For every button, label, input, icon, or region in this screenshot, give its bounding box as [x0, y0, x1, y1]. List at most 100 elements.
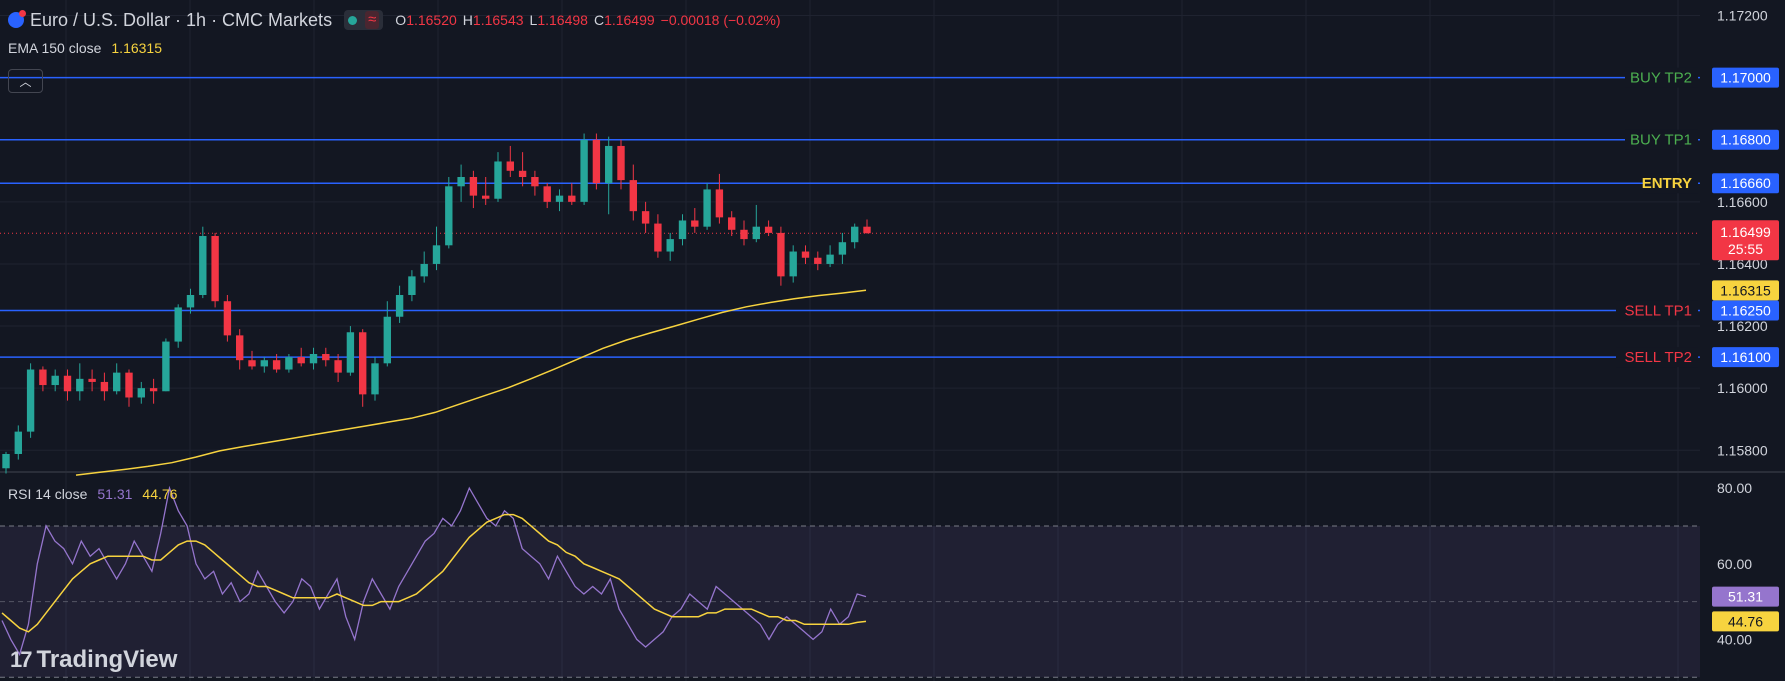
candle-body	[371, 363, 379, 395]
candle-body	[359, 332, 367, 395]
candle-body	[789, 251, 797, 277]
candle-body	[297, 357, 305, 364]
candle-body	[801, 251, 810, 258]
market-open-icon	[348, 15, 358, 25]
countdown-text: 25:55	[1728, 241, 1763, 257]
candle-body	[322, 354, 330, 361]
candle-body	[555, 195, 564, 202]
candle-body	[125, 372, 133, 398]
collapse-legend-button[interactable]: ︿	[8, 69, 43, 93]
ema-price-tag	[1712, 280, 1779, 301]
market-status-pill[interactable]: ≈	[344, 10, 384, 30]
rsi-tick-label: 60.00	[1717, 556, 1752, 572]
candle-body	[482, 195, 490, 199]
candle-body	[113, 372, 121, 392]
candle-body	[580, 139, 588, 202]
candle-body	[395, 295, 404, 317]
candle-body	[457, 177, 465, 187]
candle-body	[285, 357, 293, 370]
candle-body	[617, 145, 625, 181]
candle-body	[605, 145, 613, 184]
candle-body	[838, 242, 847, 255]
candle-body	[162, 341, 170, 392]
tradingview-logo[interactable]: 17 TradingView	[10, 646, 177, 674]
price-tick-label: 1.17200	[1717, 8, 1768, 24]
price-tick-label: 1.16200	[1717, 318, 1768, 334]
candle-body	[469, 177, 478, 196]
level-price-tag	[1712, 300, 1779, 321]
ohlc-values: O 1.16520 H 1.16543 L 1.16498 C 1.16499 −0.0…	[395, 12, 786, 28]
ema-legend-label: EMA 150 close	[8, 40, 102, 56]
rsi-value-tag-text: 51.31	[1728, 589, 1763, 605]
candle-body	[678, 220, 687, 240]
candle-body	[420, 263, 428, 277]
candle-body	[531, 177, 539, 187]
candle-body	[568, 195, 576, 202]
ohlc-close-value: 1.16499	[604, 12, 655, 28]
rsi-ma-value-tag	[1712, 611, 1779, 632]
candle-body	[199, 236, 207, 295]
level-label-bg	[1643, 173, 1698, 194]
rsi-pane	[0, 485, 1700, 678]
candle-body	[592, 139, 601, 184]
tradingview-logo-icon: 17	[10, 647, 33, 672]
level-price-tag	[1712, 67, 1779, 88]
candle-body	[309, 354, 318, 364]
candle-body	[518, 170, 527, 177]
current-price-text: 1.16499	[1720, 224, 1771, 240]
level-label-bg	[1616, 300, 1698, 321]
level-label: BUY TP2	[1630, 70, 1692, 87]
candle-body	[494, 161, 502, 199]
level-price-tag-text: 1.16100	[1720, 349, 1771, 365]
rsi-ma-line	[1, 513, 867, 633]
price-candles	[2, 133, 871, 474]
symbol-title[interactable]: Euro / U.S. Dollar · 1h · CMC Markets	[30, 9, 333, 30]
candle-body	[211, 236, 219, 302]
candle-body	[728, 217, 736, 230]
level-price-tag	[1712, 173, 1779, 194]
ema-legend[interactable]: EMA 150 close 1.16315	[8, 40, 162, 56]
candle-body	[149, 388, 158, 392]
ohlc-close-key: C	[593, 12, 605, 28]
chevron-up-icon: ︿	[19, 74, 32, 89]
candle-body	[51, 375, 59, 386]
price-axis: 1.172001.166001.164001.162001.160001.158…	[1712, 8, 1779, 647]
ohlc-open-value: 1.16520	[406, 12, 457, 28]
candle-body	[174, 307, 182, 342]
price-change: −0.00018 (−0.02%)	[660, 12, 781, 28]
candle-body	[543, 186, 551, 202]
candle-body	[654, 223, 662, 252]
rsi-legend[interactable]: RSI 14 close 51.31 44.76	[8, 486, 177, 502]
candle-body	[777, 232, 785, 277]
level-label: SELL TP1	[1624, 303, 1692, 320]
candle-body	[14, 431, 22, 454]
candle-body	[76, 378, 84, 392]
candle-body	[186, 295, 195, 308]
level-price-tag-text: 1.16800	[1720, 132, 1771, 148]
candle-body	[2, 453, 10, 469]
level-price-tag-text: 1.16660	[1720, 175, 1771, 191]
ema-line	[75, 289, 867, 476]
candle-body	[63, 375, 72, 392]
candle-body	[334, 360, 342, 373]
candle-body	[432, 245, 441, 264]
candle-body	[506, 161, 514, 171]
trade-levels: BUY TP2 BUY TP1 ENTRY SELL TP1 SELL TP2	[0, 67, 1700, 368]
candle-body	[383, 316, 391, 364]
candle-body	[26, 369, 35, 432]
wave-icon: ≈	[365, 11, 380, 29]
candle-body	[851, 226, 859, 243]
price-tick-label: 1.16600	[1717, 194, 1768, 210]
symbol-flag-icon	[8, 10, 26, 28]
rsi-tick-label: 40.00	[1717, 631, 1752, 647]
ema-legend-value: 1.16315	[111, 40, 162, 56]
rsi-ma-value-tag-text: 44.76	[1728, 613, 1763, 629]
ema-price-tag-text: 1.16315	[1720, 282, 1771, 298]
candle-body	[703, 189, 711, 227]
level-label-bg	[1625, 67, 1698, 88]
candle-body	[863, 226, 871, 234]
rsi-ma-legend-value: 44.76	[142, 486, 178, 502]
candle-body	[826, 254, 834, 264]
